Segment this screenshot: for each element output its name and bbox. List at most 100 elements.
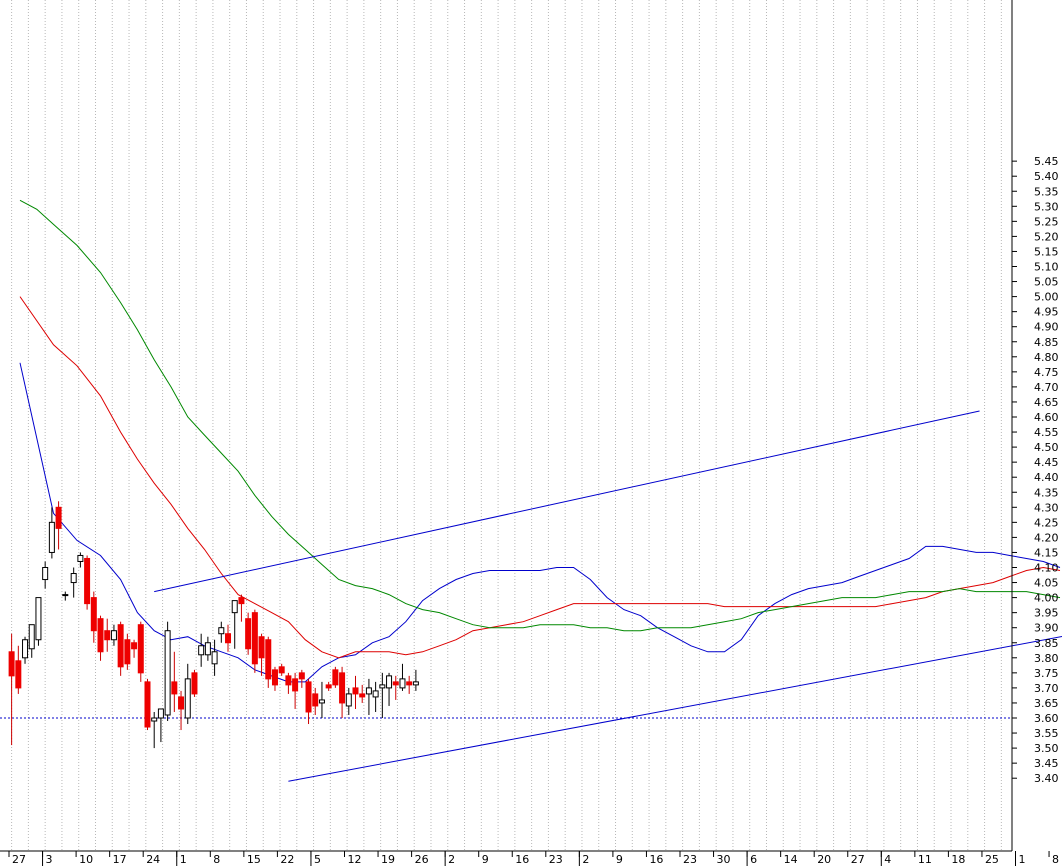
y-tick-label: 3.45 xyxy=(1034,757,1059,770)
x-tick-label: 24 xyxy=(146,853,160,866)
y-tick-label: 5.35 xyxy=(1034,185,1059,198)
y-tick-label: 3.90 xyxy=(1034,622,1059,635)
x-tick-label: 5 xyxy=(314,853,321,866)
y-tick-label: 3.65 xyxy=(1034,697,1059,710)
candle-body xyxy=(84,557,91,605)
x-tick-label: 23 xyxy=(683,853,697,866)
trend-channel xyxy=(154,410,1062,782)
candle-body xyxy=(285,675,292,686)
candle-body xyxy=(62,594,69,597)
candle-body xyxy=(35,597,42,641)
y-tick-label: 4.05 xyxy=(1034,577,1059,590)
x-tick-label: 1 xyxy=(1019,853,1026,866)
y-tick-label: 3.40 xyxy=(1034,772,1059,785)
x-tick-label: 27 xyxy=(851,853,865,866)
x-tick-label: 10 xyxy=(79,853,93,866)
y-tick-label: 4.50 xyxy=(1034,441,1059,454)
y-tick-label: 3.50 xyxy=(1034,742,1059,755)
x-tick-label: 20 xyxy=(817,853,831,866)
candle-body xyxy=(15,660,22,689)
candle-body xyxy=(48,521,55,553)
candle-body xyxy=(372,690,379,698)
candle-body xyxy=(365,687,372,695)
candle-body xyxy=(379,684,386,689)
y-tick-label: 3.80 xyxy=(1034,652,1059,665)
x-tick-label: 18 xyxy=(951,853,965,866)
candle-body xyxy=(318,699,325,704)
candle-body xyxy=(117,624,124,668)
candle-body xyxy=(352,687,359,695)
y-tick-label: 4.35 xyxy=(1034,486,1059,499)
x-tick-label: 4 xyxy=(884,853,891,866)
candle-body xyxy=(312,693,319,707)
x-tick-label: 30 xyxy=(717,853,731,866)
x-tick-label: 16 xyxy=(515,853,529,866)
candlesticks xyxy=(8,501,419,749)
candle-body xyxy=(211,651,218,665)
x-tick-label: 8 xyxy=(213,853,220,866)
y-tick-label: 3.85 xyxy=(1034,637,1059,650)
candle-body xyxy=(258,636,265,659)
y-tick-label: 4.10 xyxy=(1034,562,1059,575)
candle-body xyxy=(110,630,117,641)
y-tick-label: 4.20 xyxy=(1034,531,1059,544)
candle-body xyxy=(399,678,406,689)
y-tick-label: 5.00 xyxy=(1034,291,1059,304)
trend-channel-upper xyxy=(154,410,980,593)
x-tick-label: 9 xyxy=(616,853,623,866)
candle-body xyxy=(278,666,285,674)
y-tick-label: 4.00 xyxy=(1034,592,1059,605)
y-tick-label: 5.25 xyxy=(1034,215,1059,228)
x-tick-label: 8 xyxy=(1052,853,1059,866)
candle-body xyxy=(271,669,278,686)
candle-body xyxy=(8,651,15,677)
candle-body xyxy=(265,639,272,680)
candle-body xyxy=(55,506,62,529)
candle-body xyxy=(184,678,191,719)
candle-body xyxy=(359,693,366,698)
candle-body xyxy=(97,618,104,653)
x-tick-label: 3 xyxy=(46,853,53,866)
candle-body xyxy=(339,672,346,704)
y-tick-label: 4.95 xyxy=(1034,306,1059,319)
y-tick-label: 4.75 xyxy=(1034,366,1059,379)
y-tick-label: 4.85 xyxy=(1034,336,1059,349)
y-tick-label: 4.55 xyxy=(1034,426,1059,439)
candle-body xyxy=(42,567,49,581)
y-tick-label: 5.30 xyxy=(1034,200,1059,213)
x-tick-label: 1 xyxy=(180,853,187,866)
x-tick-label: 27 xyxy=(12,853,26,866)
moving-average-line xyxy=(19,296,1061,659)
y-tick-label: 4.80 xyxy=(1034,351,1059,364)
y-tick-label: 5.40 xyxy=(1034,170,1059,183)
candle-body xyxy=(144,681,151,728)
y-tick-label: 3.70 xyxy=(1034,682,1059,695)
candle-body xyxy=(70,573,77,584)
x-tick-label: 6 xyxy=(750,853,757,866)
y-tick-label: 3.60 xyxy=(1034,712,1059,725)
y-tick-label: 5.15 xyxy=(1034,245,1059,258)
candle-body xyxy=(104,630,111,641)
candle-body xyxy=(245,618,252,650)
candle-body xyxy=(218,627,225,635)
candle-body xyxy=(137,624,144,674)
candle-body xyxy=(332,669,339,686)
candle-body xyxy=(131,642,138,650)
trend-channel-lower xyxy=(288,635,1062,782)
x-tick-label: 15 xyxy=(247,853,261,866)
candle-body xyxy=(191,672,198,695)
candle-body xyxy=(204,642,211,656)
candle-body xyxy=(345,693,352,707)
candle-body xyxy=(298,672,305,680)
grid-layer xyxy=(11,0,1002,851)
x-tick-label: 2 xyxy=(582,853,589,866)
candle-body xyxy=(151,717,158,722)
y-tick-label: 4.70 xyxy=(1034,381,1059,394)
y-tick-label: 4.25 xyxy=(1034,516,1059,529)
x-tick-label: 23 xyxy=(549,853,563,866)
candle-body xyxy=(412,681,419,686)
x-tick-label: 11 xyxy=(918,853,932,866)
candle-body xyxy=(198,645,205,656)
candle-body xyxy=(164,630,171,716)
